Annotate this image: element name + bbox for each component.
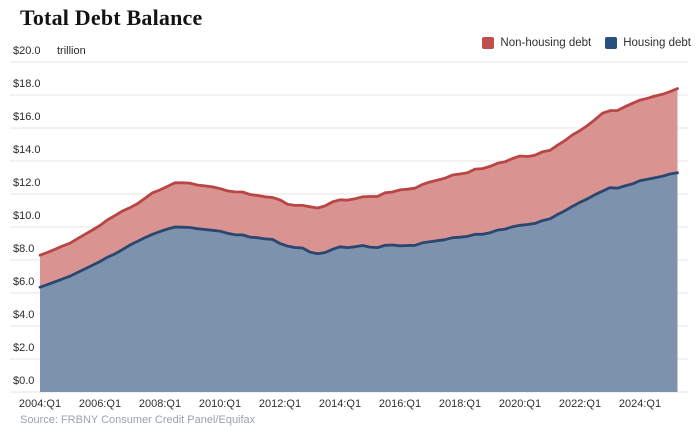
x-tick-label: 2016:Q1 <box>378 398 422 410</box>
legend-item-non-housing-debt: Non-housing debt <box>482 37 591 49</box>
source-note: Source: FRBNY Consumer Credit Panel/Equi… <box>20 414 256 426</box>
legend-label-non-housing-debt: Non-housing debt <box>500 37 592 49</box>
y-axis-unit-label: trillion <box>57 45 86 57</box>
housing-debt-line <box>38 171 679 289</box>
chart-title: Total Debt Balance <box>20 5 203 30</box>
y-tick-label: $8.0 <box>13 243 35 255</box>
x-tick-label: 2006:Q1 <box>78 398 122 410</box>
x-tick-label: 2004:Q1 <box>18 398 62 410</box>
x-tick-label: 2024:Q1 <box>618 398 662 410</box>
y-tick-label: $2.0 <box>13 342 35 354</box>
legend: Non-housing debt Housing debt <box>482 37 691 49</box>
legend-item-housing-debt: Housing debt <box>605 37 691 49</box>
housing-debt-swatch-icon <box>605 37 618 49</box>
x-tick-label: 2014:Q1 <box>318 398 362 410</box>
x-tick-label: 2012:Q1 <box>258 398 302 410</box>
y-tick-label: $14.0 <box>13 144 41 156</box>
y-tick-label: $6.0 <box>13 276 35 288</box>
total-debt-line <box>38 87 679 257</box>
y-tick-label: $18.0 <box>13 78 41 90</box>
x-tick-label: 2022:Q1 <box>558 398 602 410</box>
legend-label-housing-debt: Housing debt <box>623 37 691 49</box>
y-tick-label: $10.0 <box>13 210 41 222</box>
x-tick-label: 2010:Q1 <box>198 398 242 410</box>
y-tick-label: $16.0 <box>13 111 41 123</box>
non-housing-debt-swatch-icon <box>482 37 495 49</box>
housing-debt-area <box>40 172 678 392</box>
y-tick-label: $12.0 <box>13 177 41 189</box>
y-tick-label: $4.0 <box>13 309 35 321</box>
stacked-areas <box>38 87 679 392</box>
x-tick-label: 2008:Q1 <box>138 398 182 410</box>
x-tick-label: 2018:Q1 <box>438 398 482 410</box>
y-tick-label: $0.0 <box>13 375 35 387</box>
x-tick-label: 2020:Q1 <box>498 398 542 410</box>
y-tick-label: $20.0 <box>13 45 41 57</box>
